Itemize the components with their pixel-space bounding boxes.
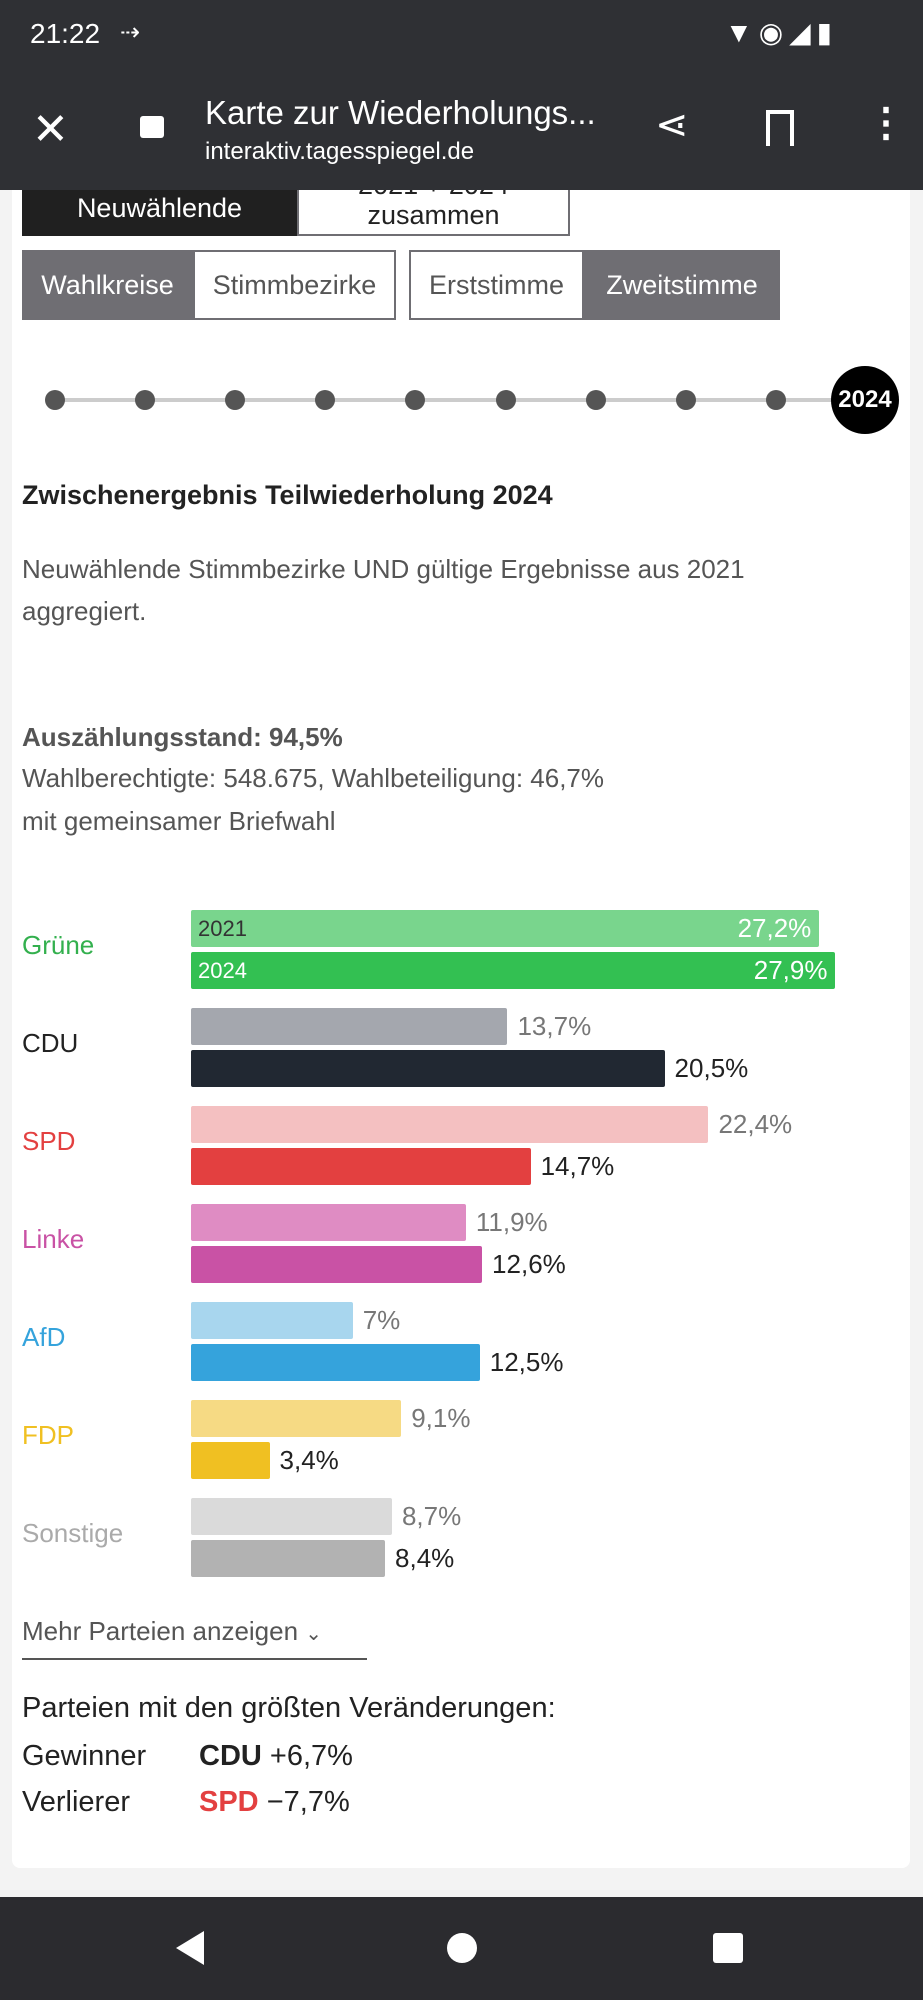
toggle-zweitstimme[interactable]: Zweitstimme [584, 250, 780, 320]
party-label: AfD [22, 1322, 66, 1352]
bar-2024 [191, 1442, 270, 1479]
changes-title: Parteien mit den größten Veränderungen: [22, 1692, 556, 1724]
close-icon[interactable]: ✕ [32, 105, 69, 154]
value-label-2024: 27,9% [753, 955, 828, 985]
year-label-2021: 2021 [198, 916, 247, 941]
party-label: FDP [22, 1420, 74, 1450]
value-label-2024: 12,6% [492, 1249, 566, 1279]
clock: 21:22 [30, 18, 101, 49]
bar-2024 [191, 1050, 665, 1087]
section-heading: Zwischenergebnis Teilwiederholung 2024 [22, 480, 553, 510]
party-label: Grüne [22, 930, 95, 960]
value-label-2024: 20,5% [674, 1053, 749, 1083]
eligible-turnout: Wahlberechtigte: 548.675, Wahlbeteiligun… [22, 763, 605, 793]
more-parties-label: Mehr Parteien anzeigen [22, 1616, 299, 1646]
party-label: Sonstige [22, 1518, 124, 1548]
lock-icon [140, 116, 164, 138]
value-label-2024: 8,4% [395, 1543, 455, 1573]
page-title: Karte zur Wiederholungs... [205, 94, 596, 131]
back-icon[interactable] [176, 1931, 204, 1965]
postal-note: mit gemeinsamer Briefwahl [22, 806, 336, 836]
more-parties-underline [22, 1658, 367, 1660]
timeline-track [55, 398, 865, 402]
value-label-2024: 12,5% [489, 1347, 564, 1377]
loser-label: Verlierer [22, 1786, 130, 1818]
loser-value: −7,7% [266, 1786, 350, 1818]
bar-2021 [191, 1106, 709, 1143]
bar-2024 [191, 1148, 531, 1185]
share-icon[interactable]: ⋖ [655, 103, 689, 147]
bookmark-icon[interactable] [766, 110, 794, 146]
url[interactable]: interaktiv.tagesspiegel.de [205, 138, 475, 165]
navigation-bar [0, 1897, 923, 2000]
bar-2021 [191, 910, 820, 947]
description: Neuwählende Stimmbezirke UND gültige Erg… [22, 554, 745, 626]
recents-icon[interactable] [713, 1933, 743, 1963]
timeline-selected-2024[interactable]: 2024 [831, 366, 899, 434]
party-label: CDU [22, 1028, 79, 1058]
data-saver-icon: ⇢ [120, 19, 141, 46]
party-label: SPD [22, 1126, 76, 1156]
home-icon[interactable] [447, 1933, 477, 1963]
value-label-2021: 13,7% [517, 1011, 592, 1041]
year-label-2024: 2024 [198, 958, 247, 983]
chevron-down-icon: ⌄ [305, 1623, 323, 1645]
bar-2021 [191, 1400, 402, 1437]
timeline-step[interactable] [315, 390, 336, 410]
toggle-wahlkreise[interactable]: Wahlkreise [22, 250, 193, 320]
value-label-2024: 3,4% [279, 1445, 339, 1475]
timeline-step[interactable] [405, 390, 426, 410]
bar-2024 [191, 952, 836, 989]
browser-toolbar: ✕ Karte zur Wiederholungs... interaktiv.… [0, 70, 923, 190]
party-label: Linke [22, 1224, 85, 1254]
bar-2024 [191, 1540, 386, 1577]
toggle-stimmbezirke[interactable]: Stimmbezirke [193, 250, 396, 320]
more-parties-link[interactable]: Mehr Parteien anzeigen ⌄ [22, 1616, 322, 1647]
value-label-2021: 8,7% [401, 1501, 462, 1531]
value-label-2021: 7% [362, 1305, 401, 1335]
bar-2024 [191, 1246, 483, 1283]
value-label-2021: 27,2% [737, 913, 812, 943]
loser-party: SPD [199, 1786, 259, 1818]
timeline-step[interactable] [495, 390, 516, 410]
value-label-2024: 14,7% [540, 1151, 615, 1181]
bar-2021 [191, 1008, 508, 1045]
timeline-step[interactable] [45, 390, 65, 410]
timeline-step[interactable] [585, 390, 606, 410]
count-status: Auszählungsstand: 94,5% [22, 722, 343, 752]
value-label-2021: 9,1% [411, 1403, 471, 1433]
value-label-2021: 22,4% [718, 1109, 793, 1139]
status-bar: 21:22 ⇢ ▼◉◢▮ [0, 0, 923, 70]
bar-2021 [191, 1498, 392, 1535]
status-icons: ▼◉◢▮ [725, 17, 839, 48]
winner-value: +6,7% [269, 1740, 353, 1772]
bar-2021 [191, 1204, 466, 1241]
winner-label: Gewinner [22, 1740, 147, 1772]
bar-2024 [191, 1344, 480, 1381]
timeline-step[interactable] [675, 390, 696, 410]
winner-party: CDU [199, 1740, 262, 1772]
timeline-step[interactable] [225, 390, 246, 410]
bar-2021 [191, 1302, 353, 1339]
value-label-2021: 11,9% [475, 1207, 548, 1237]
toggle-erststimme[interactable]: Erststimme [409, 250, 584, 320]
timeline-step[interactable] [135, 390, 156, 410]
menu-icon[interactable]: ⋮ [866, 101, 906, 145]
timeline-step[interactable] [765, 390, 786, 410]
